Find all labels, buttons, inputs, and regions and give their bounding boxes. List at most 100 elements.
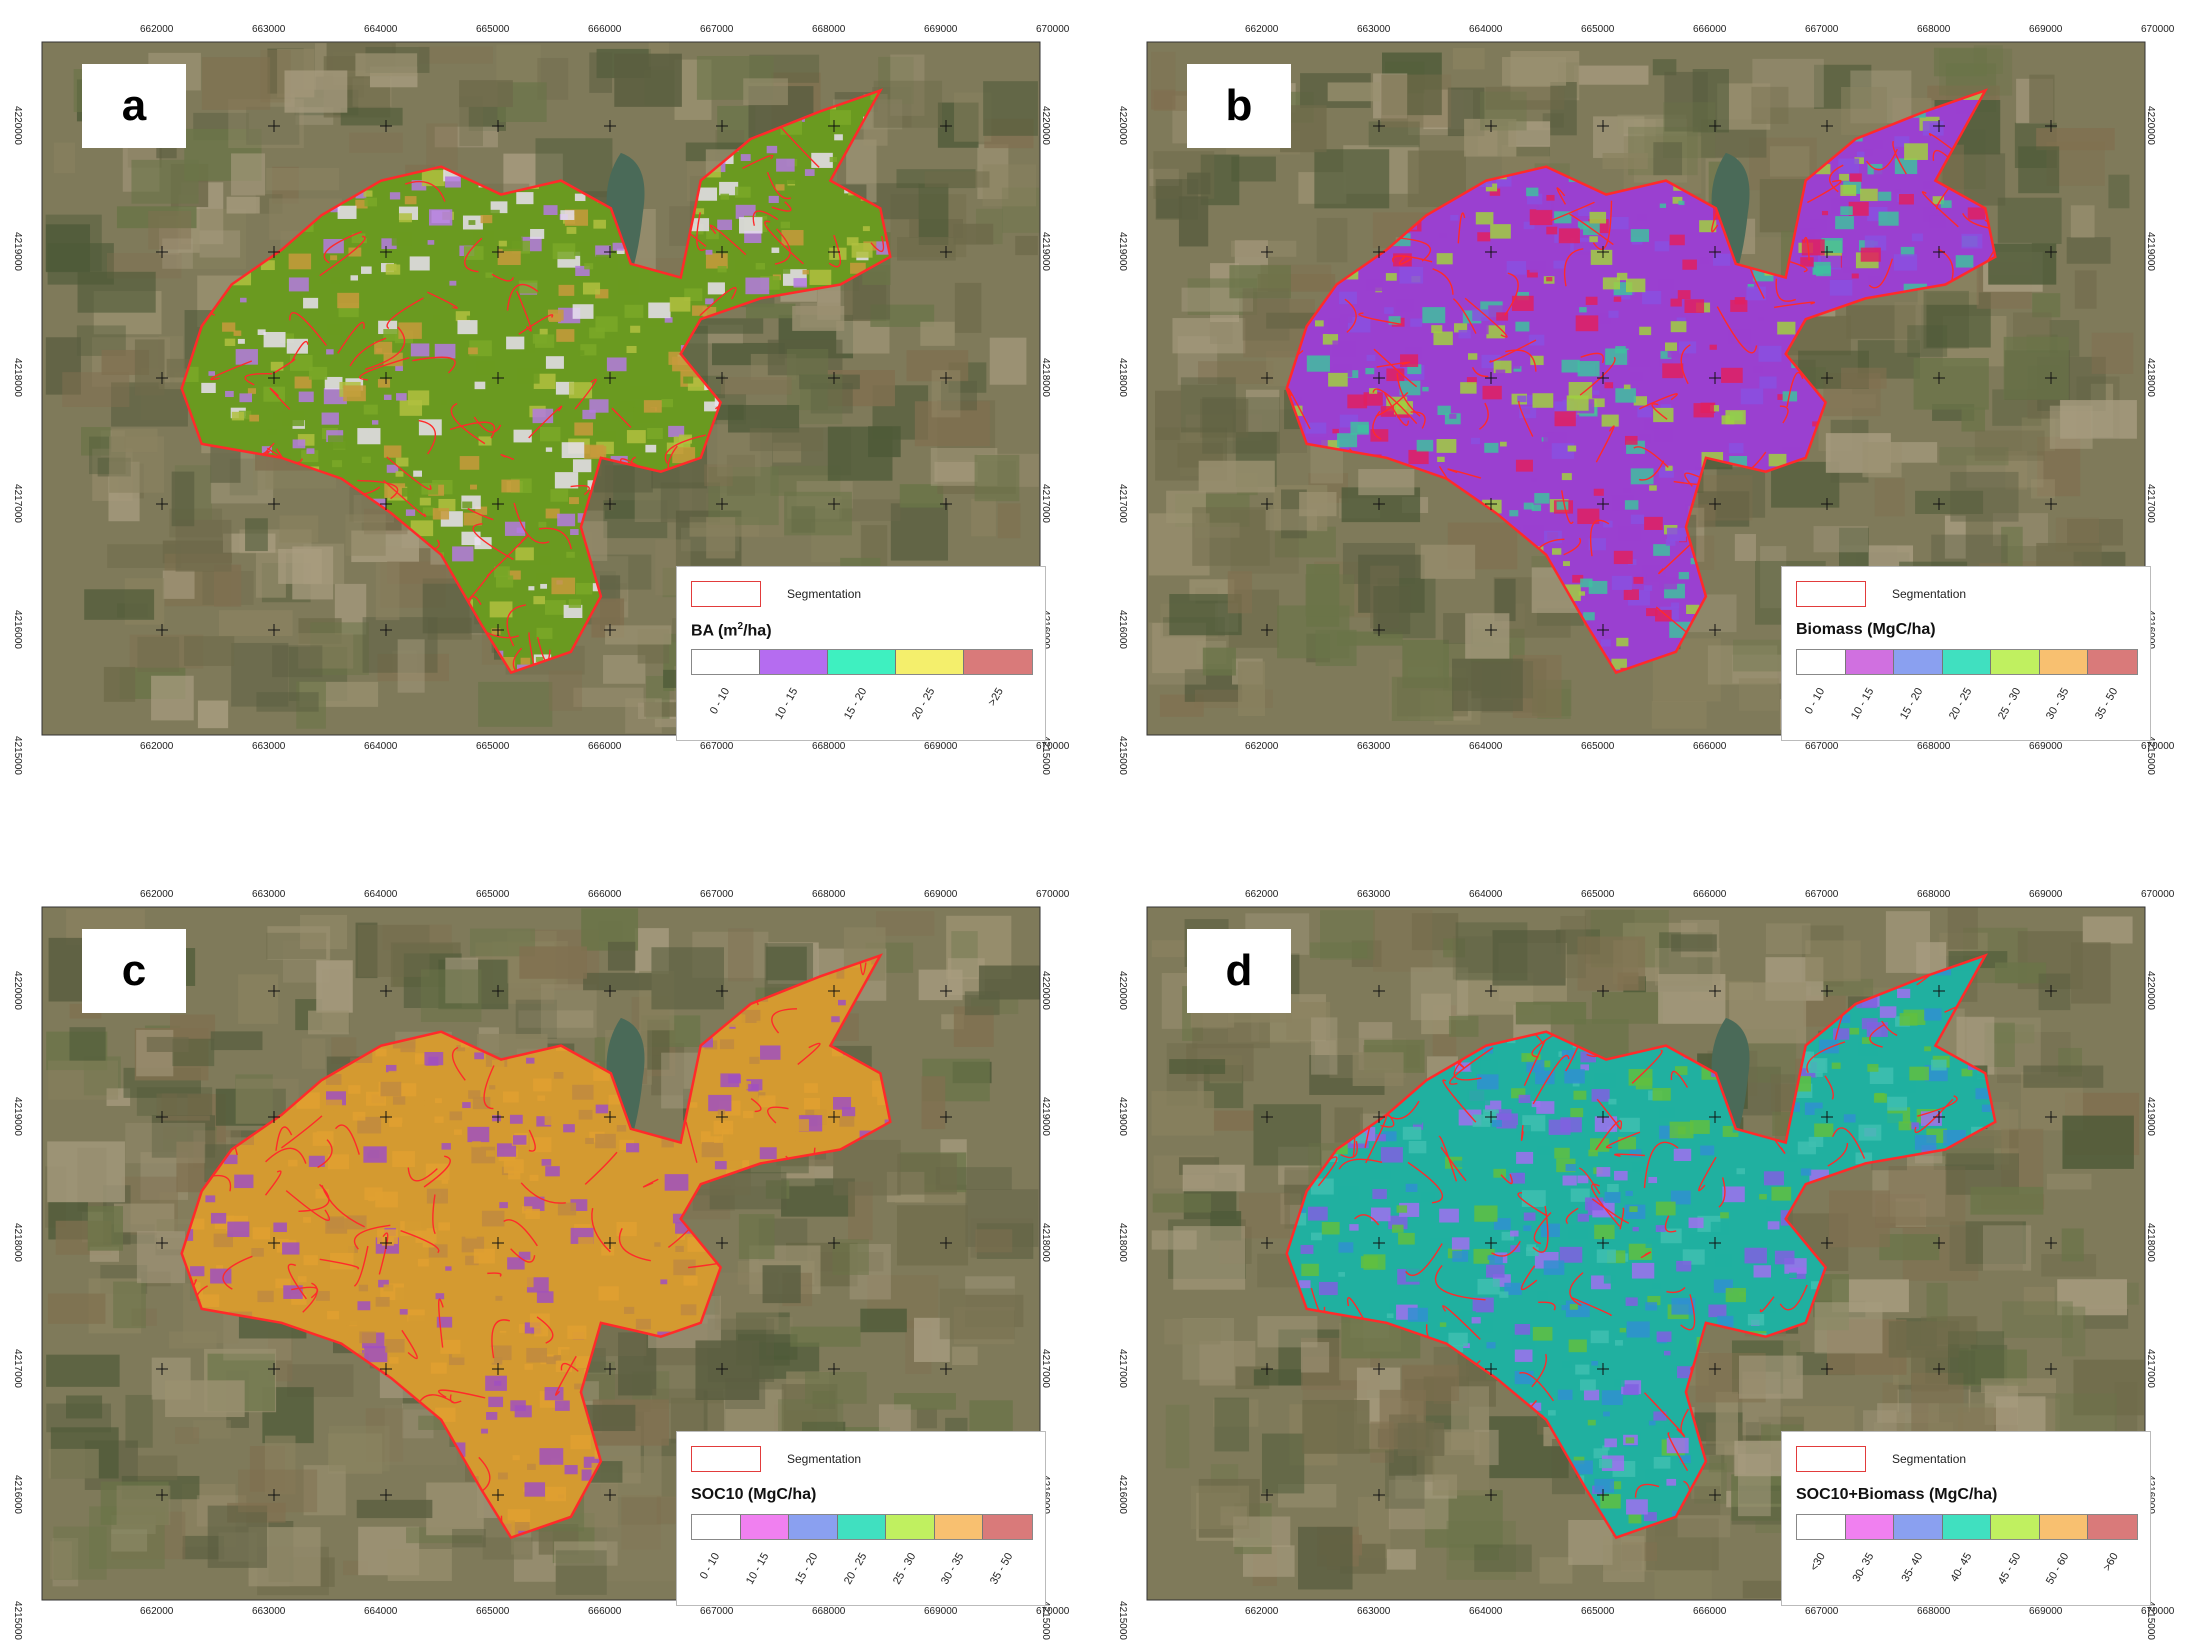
x-tick-label-bottom: 667000 xyxy=(700,1606,734,1617)
terrain-patch xyxy=(589,52,613,93)
terrain-patch xyxy=(518,1010,594,1028)
terrain-patch xyxy=(920,321,955,346)
terrain-patch xyxy=(1982,1225,2032,1271)
y-tick-label-left: 4220000 xyxy=(11,971,23,1010)
x-tick-label-top: 662000 xyxy=(1245,889,1279,900)
grid-cross xyxy=(716,498,728,510)
grid-cross xyxy=(1821,1363,1833,1375)
grid-cross xyxy=(1821,498,1833,510)
y-tick-label-left: 4220000 xyxy=(1116,106,1128,145)
x-tick-label-top: 664000 xyxy=(364,24,398,35)
x-tick-label-top: 670000 xyxy=(2141,889,2175,900)
grid-cross xyxy=(1933,498,1945,510)
grid-cross xyxy=(828,498,840,510)
x-tick-label-bottom: 667000 xyxy=(700,741,734,752)
terrain-patch xyxy=(1385,1450,1425,1509)
grid-cross xyxy=(1373,120,1385,132)
terrain-patch xyxy=(1198,361,1274,384)
grid-cross xyxy=(940,246,952,258)
grid-cross xyxy=(1485,246,1497,258)
terrain-patch xyxy=(300,914,348,950)
legend-class-label: 10 - 15 xyxy=(743,1551,772,1587)
terrain-patch xyxy=(69,1027,106,1061)
terrain-patch xyxy=(906,350,969,382)
terrain-patch xyxy=(136,1029,174,1077)
terrain-patch xyxy=(2061,1228,2084,1262)
terrain-patch xyxy=(151,675,194,721)
grid-cross xyxy=(1933,985,1945,997)
terrain-patch xyxy=(329,1425,390,1472)
y-tick-label-left: 4217000 xyxy=(11,484,23,523)
legend-class-label: 0 - 10 xyxy=(1803,686,1828,717)
terrain-patch xyxy=(762,1265,801,1304)
grid-cross xyxy=(156,624,168,636)
grid-cross xyxy=(1485,120,1497,132)
y-tick-label-left: 4216000 xyxy=(1116,610,1128,649)
terrain-patch xyxy=(266,932,327,960)
terrain-patch xyxy=(136,1231,186,1284)
terrain-patch xyxy=(1229,265,1291,299)
terrain-patch xyxy=(1653,142,1683,176)
x-tick-label-bottom: 667000 xyxy=(1805,741,1839,752)
grid-cross xyxy=(1709,1237,1721,1249)
grid-cross xyxy=(716,1363,728,1375)
terrain-patch xyxy=(738,1214,775,1260)
terrain-patch xyxy=(199,230,241,258)
grid-cross xyxy=(1821,372,1833,384)
terrain-patch xyxy=(918,183,949,245)
legend-class-label: >25 xyxy=(986,686,1007,709)
panel-letter: a xyxy=(82,64,186,148)
terrain-patch xyxy=(1862,442,1902,478)
terrain-patch xyxy=(939,1288,1015,1340)
terrain-patch xyxy=(1239,1192,1290,1239)
x-tick-label-top: 665000 xyxy=(476,889,510,900)
grid-cross xyxy=(1373,498,1385,510)
terrain-patch xyxy=(1765,923,1811,955)
grid-cross xyxy=(492,985,504,997)
terrain-patch xyxy=(1464,118,1517,157)
grid-cross xyxy=(1261,372,1273,384)
terrain-patch xyxy=(1907,325,1948,357)
terrain-patch xyxy=(1926,1282,1948,1328)
terrain-patch xyxy=(84,589,155,620)
terrain-patch xyxy=(1445,1432,1480,1456)
terrain-patch xyxy=(47,1141,125,1203)
grid-cross xyxy=(268,1363,280,1375)
legend-class-label: 15 - 20 xyxy=(792,1551,821,1587)
terrain-patch xyxy=(426,123,458,171)
terrain-patch xyxy=(1742,1580,1791,1599)
terrain-patch xyxy=(621,1495,661,1550)
terrain-patch xyxy=(267,926,331,960)
terrain-patch xyxy=(387,561,457,584)
grid-cross xyxy=(492,1489,504,1501)
x-tick-label-bottom: 669000 xyxy=(924,741,958,752)
terrain-patch xyxy=(708,467,779,526)
terrain-patch xyxy=(1192,507,1270,566)
x-tick-label-top: 665000 xyxy=(1581,889,1615,900)
terrain-patch xyxy=(890,54,925,116)
terrain-patch xyxy=(625,698,662,734)
terrain-patch xyxy=(1315,629,1357,667)
grid-cross xyxy=(1597,1237,1609,1249)
legend-swatch xyxy=(886,1515,935,1539)
terrain-patch xyxy=(2114,1382,2138,1445)
terrain-patch xyxy=(704,464,733,487)
terrain-patch xyxy=(1915,490,1984,514)
terrain-patch xyxy=(162,238,193,269)
terrain-patch xyxy=(515,999,557,1039)
legend-swatch xyxy=(1797,650,1846,674)
x-tick-label-bottom: 669000 xyxy=(2029,741,2063,752)
terrain-patch xyxy=(174,1427,200,1444)
terrain-patch xyxy=(87,1206,124,1251)
terrain-patch xyxy=(1846,305,1916,339)
grid-cross xyxy=(156,1489,168,1501)
terrain-patch xyxy=(916,1407,937,1429)
terrain-patch xyxy=(2032,293,2061,318)
legend-title: SOC10 (MgC/ha) xyxy=(691,1486,817,1503)
terrain-patch xyxy=(175,519,232,572)
legend-swatch xyxy=(2088,650,2138,674)
grid-cross xyxy=(1485,1237,1497,1249)
grid-cross xyxy=(604,1363,616,1375)
y-tick-label-left: 4218000 xyxy=(1116,1223,1128,1262)
terrain-patch xyxy=(833,1139,901,1196)
